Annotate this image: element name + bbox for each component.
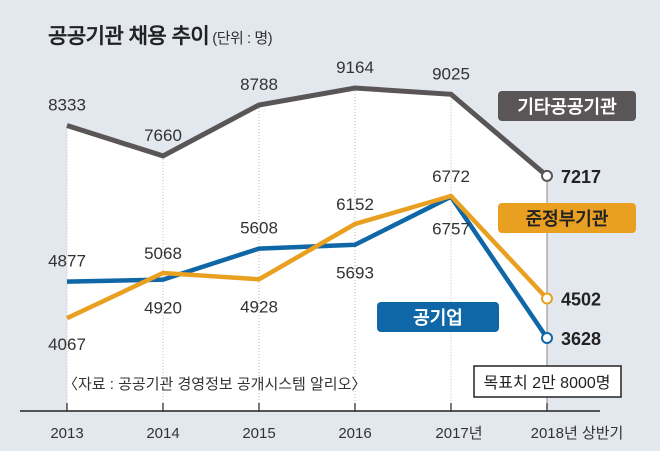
x-tick-label: 2018년 상반기 bbox=[531, 425, 624, 442]
legend-quasi_gov: 준정부기관 bbox=[498, 203, 636, 233]
legend-label: 공기업 bbox=[413, 308, 463, 328]
legend-box bbox=[498, 91, 636, 121]
legend-label: 기타공공기관 bbox=[517, 97, 617, 117]
data-label-end: 7217 bbox=[561, 167, 601, 187]
legend-label: 준정부기관 bbox=[526, 209, 609, 229]
x-tick-label: 2017년 bbox=[435, 425, 482, 442]
x-tick-label: 2015 bbox=[242, 425, 275, 442]
data-label: 5693 bbox=[336, 264, 374, 283]
legend-box bbox=[377, 302, 499, 332]
data-label: 9164 bbox=[336, 58, 374, 77]
data-label-end: 4502 bbox=[561, 290, 601, 310]
data-label: 4928 bbox=[240, 297, 278, 316]
legend-box bbox=[498, 203, 636, 233]
data-label: 6152 bbox=[336, 195, 374, 214]
data-label: 6772 bbox=[432, 167, 470, 186]
series-line-quasi_gov bbox=[66, 193, 549, 321]
data-label: 5608 bbox=[240, 219, 278, 238]
legend-public_enterprise: 공기업 bbox=[377, 302, 499, 332]
data-label: 8333 bbox=[48, 96, 86, 115]
data-label: 7660 bbox=[144, 126, 182, 145]
target-note: 목표치 2만 8000명 bbox=[484, 374, 611, 392]
data-label: 6757 bbox=[432, 220, 470, 239]
unit-label: (단위 : 명) bbox=[212, 30, 273, 47]
x-tick-label: 2013 bbox=[50, 425, 83, 442]
data-label: 9025 bbox=[432, 64, 470, 83]
data-label: 4067 bbox=[48, 335, 86, 354]
data-label: 8788 bbox=[240, 75, 278, 94]
x-tick-label: 2016 bbox=[338, 425, 371, 442]
series-line-others bbox=[66, 85, 549, 178]
data-label: 4877 bbox=[48, 252, 86, 271]
endpoint-marker-public_enterprise bbox=[541, 332, 553, 344]
data-label-end: 3628 bbox=[561, 329, 601, 349]
chart-title: 공공기관 채용 추이 (단위 : 명) bbox=[48, 20, 273, 50]
target-box bbox=[473, 365, 622, 398]
legend-others: 기타공공기관 bbox=[498, 91, 636, 121]
data-label: 5068 bbox=[144, 244, 182, 263]
data-label: 4920 bbox=[144, 299, 182, 318]
endpoint-marker-quasi_gov bbox=[541, 292, 553, 305]
source-note: 〈자료 : 공공기관 경영정보 공개시스템 알리오〉 bbox=[63, 376, 366, 393]
x-tick-label: 2014 bbox=[146, 425, 179, 442]
chart-title-text: 공공기관 채용 추이 bbox=[48, 25, 210, 48]
endpoint-marker-others bbox=[541, 169, 553, 182]
